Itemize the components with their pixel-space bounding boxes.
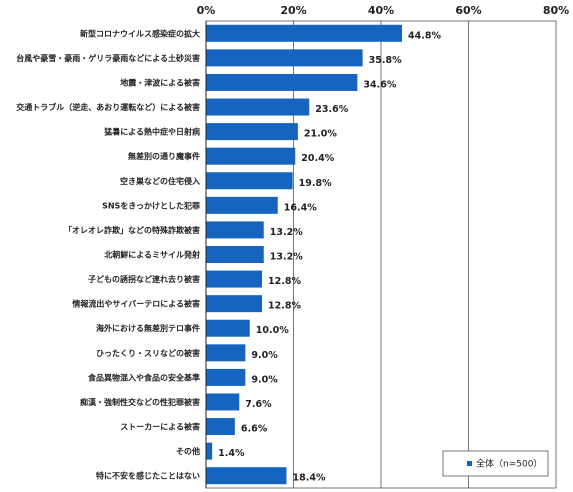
- bar: [206, 344, 246, 362]
- value-label: 21.0%: [304, 129, 337, 140]
- category-label: ストーカーによる被害: [120, 422, 200, 432]
- value-label: 1.4%: [218, 448, 245, 459]
- category-label: 北朝鮮によるミサイル発射: [104, 250, 200, 260]
- category-label: その他: [176, 446, 200, 456]
- bar: [206, 393, 240, 411]
- x-tick-label: 40%: [368, 4, 394, 17]
- value-label: 20.4%: [301, 153, 334, 164]
- category-label: 猛暑による熱中症や日射病: [103, 127, 200, 137]
- x-tick-label: 0%: [197, 4, 216, 17]
- bar: [206, 442, 213, 460]
- bar: [206, 147, 296, 165]
- category-label: 新型コロナウイルス感染症の拡大: [80, 28, 200, 38]
- category-label: ひったくり・スリなどの被害: [96, 348, 200, 358]
- value-label: 7.6%: [245, 399, 272, 410]
- value-label: 13.2%: [270, 227, 303, 238]
- category-label: 子どもの誘拐など連れ去り被害: [88, 274, 200, 284]
- legend-box: [442, 450, 549, 477]
- bar: [206, 368, 246, 386]
- value-label: 12.8%: [268, 301, 301, 312]
- bar: [206, 319, 250, 337]
- bar: [206, 246, 264, 263]
- category-label: 痴漢・強制性交などの性犯罪被害: [80, 397, 200, 407]
- bar: [206, 196, 278, 214]
- value-label: 23.6%: [315, 104, 348, 115]
- bar: [206, 467, 287, 485]
- value-label: 10.0%: [256, 325, 289, 336]
- legend-swatch: [467, 461, 472, 466]
- bar: [206, 123, 298, 141]
- category-label: 情報流出やサイバーテロによる被害: [71, 299, 200, 309]
- category-label: 交通トラブル（逆走、あおり運転など）による被害: [16, 102, 200, 112]
- value-label: 9.0%: [251, 350, 278, 361]
- value-label: 34.6%: [363, 79, 396, 90]
- category-label: 空き巣などの住宅侵入: [120, 176, 200, 186]
- value-label: 13.2%: [270, 252, 303, 263]
- bar: [206, 98, 310, 116]
- category-label: 地震・津波による被害: [120, 77, 200, 87]
- value-label: 6.6%: [241, 424, 268, 435]
- value-label: 16.4%: [284, 202, 317, 213]
- bar: [206, 295, 262, 313]
- bar: [206, 270, 262, 288]
- category-label: 「オレオレ詐欺」などの特殊詐欺被害: [64, 225, 200, 235]
- bar: [206, 418, 235, 436]
- category-label: SNSをきっかけとした犯罪: [102, 200, 200, 210]
- bar: [206, 73, 358, 91]
- legend-label: 全体（n=500）: [476, 458, 542, 470]
- category-label: 台風や豪雪・豪雨・ゲリラ豪雨などによる土砂災害: [16, 53, 200, 63]
- bar: [206, 172, 293, 190]
- value-label: 35.8%: [369, 55, 402, 66]
- category-label: 海外における無差別テロ事件: [96, 323, 200, 333]
- x-tick-label: 20%: [280, 4, 306, 17]
- value-label: 9.0%: [251, 374, 278, 385]
- x-tick-label: 80%: [543, 4, 569, 17]
- value-label: 18.4%: [293, 473, 326, 484]
- bar: [206, 24, 402, 42]
- bar: [206, 49, 363, 67]
- value-label: 19.8%: [299, 178, 332, 189]
- bar: [206, 221, 264, 239]
- category-label: 特に不安を感じたことはない: [96, 471, 200, 481]
- value-label: 44.8%: [408, 30, 441, 41]
- value-label: 12.8%: [268, 276, 301, 287]
- x-tick-label: 60%: [455, 4, 481, 17]
- category-label: 無差別の通り魔事件: [128, 151, 200, 161]
- category-label: 食品異物混入や食品の安全基準: [88, 372, 200, 382]
